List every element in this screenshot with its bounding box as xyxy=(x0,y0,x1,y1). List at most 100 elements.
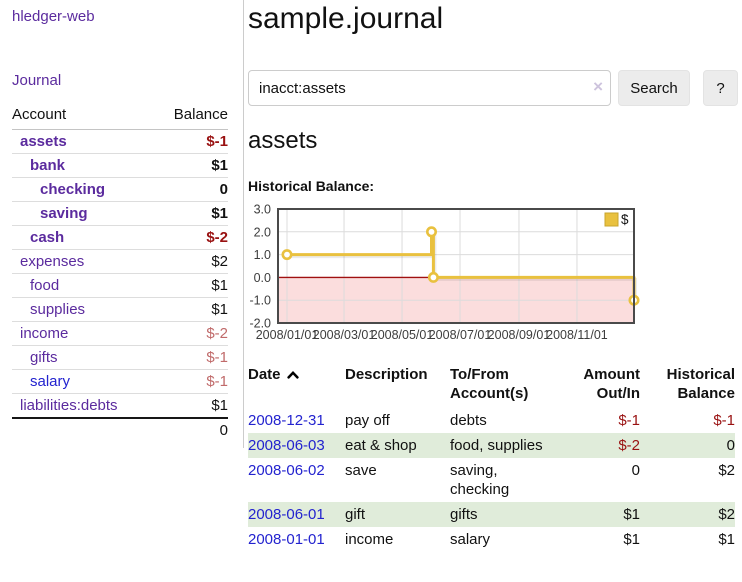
transactions-header-balance: Historical Balance xyxy=(666,366,735,402)
transaction-amount: $1 xyxy=(623,531,640,548)
account-heading: assets xyxy=(248,127,318,154)
transaction-amount: $-1 xyxy=(618,412,640,429)
account-balance: $1 xyxy=(154,297,228,322)
transactions-header-date[interactable]: Date xyxy=(248,363,345,408)
transaction-balance: $1 xyxy=(718,531,735,548)
account-row: gifts $-1 xyxy=(12,345,228,370)
account-link[interactable]: food xyxy=(30,277,60,294)
account-link[interactable]: saving xyxy=(40,205,88,222)
account-row: checking 0 xyxy=(12,177,228,202)
svg-text:2008/09/01: 2008/09/01 xyxy=(488,328,551,342)
account-balance: $1 xyxy=(154,393,228,418)
account-row: liabilities:debts $1 xyxy=(12,393,228,418)
account-balance: 0 xyxy=(154,177,228,202)
transaction-date-cell: 2008-06-02 xyxy=(248,458,345,502)
account-name-cell: gifts xyxy=(12,345,155,370)
account-name-cell: salary xyxy=(12,369,155,394)
transaction-date-cell: 2008-01-01 xyxy=(248,527,345,552)
account-name-cell: food xyxy=(12,273,155,298)
account-link[interactable]: bank xyxy=(30,157,66,174)
account-row: supplies $1 xyxy=(12,297,228,322)
chart-heading: Historical Balance: xyxy=(248,178,375,194)
accounts-header-balance: Balance xyxy=(154,104,228,130)
transaction-accounts: saving, checking xyxy=(450,462,510,498)
transaction-date-link[interactable]: 2008-06-02 xyxy=(248,462,325,479)
transaction-row: 2008-06-03 eat & shop food, supplies $-2… xyxy=(248,433,735,458)
svg-text:-1.0: -1.0 xyxy=(249,294,271,308)
account-link[interactable]: gifts xyxy=(30,349,58,366)
account-link[interactable]: income xyxy=(20,325,69,342)
account-name-cell: cash xyxy=(12,225,155,250)
account-row: cash $-2 xyxy=(12,225,228,250)
transaction-description: save xyxy=(345,462,377,479)
transaction-balance: $-1 xyxy=(713,412,735,429)
accounts-total-spacer xyxy=(12,417,155,442)
account-row: saving $1 xyxy=(12,201,228,226)
account-row: salary $-1 xyxy=(12,369,228,394)
accounts-table-body: assets $-1 bank $1 checking xyxy=(12,130,228,418)
transactions-header-accounts: To/From Account(s) xyxy=(450,366,529,402)
transaction-accounts: salary xyxy=(450,531,491,548)
transaction-row: 2008-01-01 income salary $1 $1 xyxy=(248,527,735,552)
transactions-header-row: Date Description To/From Account(s) Amou… xyxy=(248,363,735,408)
account-row: income $-2 xyxy=(12,321,228,346)
svg-text:3.0: 3.0 xyxy=(254,203,271,217)
transaction-amount: 0 xyxy=(631,462,640,479)
transaction-date-cell: 2008-12-31 xyxy=(248,408,345,433)
transaction-date-link[interactable]: 2008-01-01 xyxy=(248,531,325,548)
transaction-amount: $-2 xyxy=(618,437,640,454)
transaction-date-link[interactable]: 2008-06-01 xyxy=(248,506,325,523)
app-title-link[interactable]: hledger-web xyxy=(12,8,95,25)
svg-text:0.0: 0.0 xyxy=(254,271,271,285)
account-balance: $1 xyxy=(154,201,228,226)
transaction-date-link[interactable]: 2008-06-03 xyxy=(248,437,325,454)
accounts-header-row: Account Balance xyxy=(12,104,228,130)
help-button[interactable]: ? xyxy=(703,70,738,106)
transaction-date-link[interactable]: 2008-12-31 xyxy=(248,412,325,429)
transaction-accounts: food, supplies xyxy=(450,437,543,454)
transaction-row: 2008-06-02 save saving, checking 0 $2 xyxy=(248,458,735,502)
transaction-amount: $1 xyxy=(623,506,640,523)
account-balance: $-2 xyxy=(154,225,228,250)
account-balance: $-1 xyxy=(206,133,228,150)
account-link[interactable]: cash xyxy=(30,229,65,246)
main-content: sample.journal × Search ? assets Histori… xyxy=(248,0,742,552)
account-row: assets $-1 xyxy=(12,130,228,154)
search-input[interactable] xyxy=(248,70,611,106)
svg-text:1.0: 1.0 xyxy=(254,248,271,262)
account-link[interactable]: liabilities:debts xyxy=(20,397,118,414)
transaction-accounts: debts xyxy=(450,412,487,429)
clear-search-icon[interactable]: × xyxy=(593,77,603,96)
search-button[interactable]: Search xyxy=(618,70,690,106)
account-link[interactable]: salary xyxy=(30,373,71,390)
transactions-header-amount: Amount Out/In xyxy=(583,366,640,402)
transaction-date-cell: 2008-06-03 xyxy=(248,433,345,458)
sidebar: hledger-web Journal Account Balance asse… xyxy=(0,0,244,448)
account-balance: $-1 xyxy=(154,345,228,370)
transaction-accounts: gifts xyxy=(450,506,478,523)
transaction-balance: 0 xyxy=(726,437,735,454)
transaction-row: 2008-12-31 pay off debts $-1 $-1 xyxy=(248,408,735,433)
account-link[interactable]: assets xyxy=(20,133,67,150)
account-name-cell: supplies xyxy=(12,297,155,322)
sort-ascending-icon xyxy=(286,370,299,379)
account-balance: $-1 xyxy=(154,369,228,394)
account-link[interactable]: checking xyxy=(40,181,106,198)
transactions-header-description: Description xyxy=(345,366,428,383)
account-balance: $1 xyxy=(154,273,228,298)
svg-text:2008/11/01: 2008/11/01 xyxy=(546,328,608,342)
account-row: food $1 xyxy=(12,273,228,298)
account-row: expenses $2 xyxy=(12,249,228,274)
historical-balance-chart: 3.0 2.0 1.0 0.0 -1.0 -2.02008/01/012008/03/01… xyxy=(249,203,640,342)
svg-text:2.0: 2.0 xyxy=(254,225,271,239)
transaction-row: 2008-06-01 gift gifts $1 $2 xyxy=(248,502,735,527)
search-form: × Search ? xyxy=(248,70,742,106)
account-link[interactable]: supplies xyxy=(30,301,86,318)
account-link[interactable]: expenses xyxy=(20,253,85,270)
transactions-table: Date Description To/From Account(s) Amou… xyxy=(248,363,735,552)
sidebar-item-journal[interactable]: Journal xyxy=(12,72,62,89)
page-title: sample.journal xyxy=(248,2,444,35)
account-name-cell: income xyxy=(12,321,155,346)
transactions-table-body: 2008-12-31 pay off debts $-1 $-1 2008-06… xyxy=(248,408,735,552)
